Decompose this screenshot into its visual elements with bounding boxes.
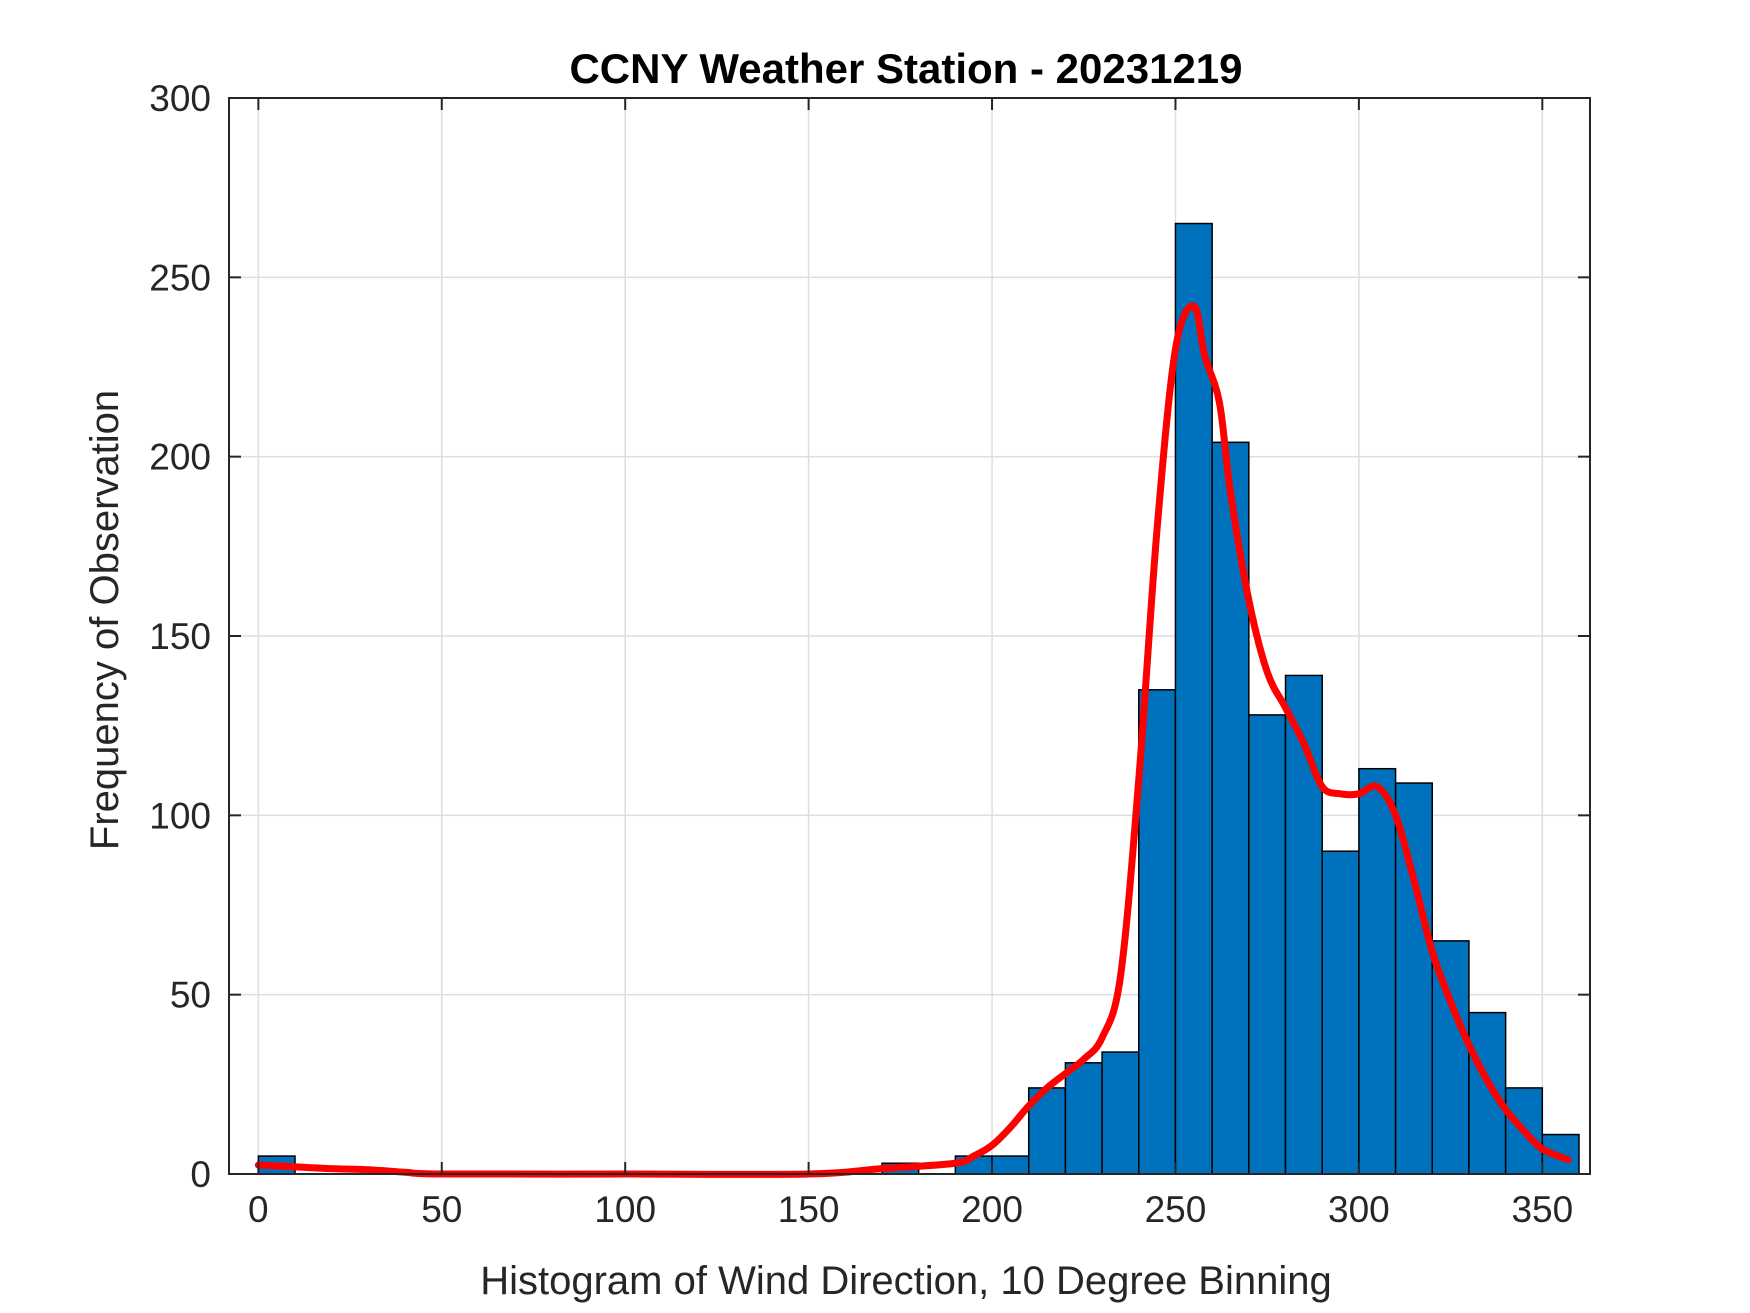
y-tick-label: 250: [149, 257, 211, 298]
y-tick-label: 100: [149, 795, 211, 836]
x-tick-label: 50: [421, 1189, 462, 1230]
y-tick-label: 300: [149, 78, 211, 119]
axis-ticks: 0 50 100 150 200 250 300 350 0 50 100 150 200 250 300: [149, 78, 1590, 1230]
histogram-bar: [991, 1155, 1030, 1175]
histogram-bar: [1358, 767, 1397, 1175]
histogram-bars: [257, 222, 1580, 1175]
x-tick-label: 100: [594, 1189, 656, 1230]
histogram-bar: [1064, 1062, 1103, 1175]
histogram-bar: [1321, 850, 1360, 1175]
x-tick-label: 350: [1511, 1189, 1573, 1230]
x-tick-label: 300: [1328, 1189, 1390, 1230]
chart-title: CCNY Weather Station - 20231219: [569, 45, 1242, 92]
x-tick-label: 250: [1145, 1189, 1207, 1230]
histogram-bar: [1138, 689, 1177, 1175]
y-tick-label: 150: [149, 616, 211, 657]
y-tick-label: 0: [190, 1154, 211, 1195]
y-tick-label: 200: [149, 437, 211, 478]
histogram-bar: [1248, 714, 1287, 1175]
x-tick-label: 150: [778, 1189, 840, 1230]
x-tick-label: 200: [961, 1189, 1023, 1230]
y-tick-label: 50: [170, 975, 211, 1016]
x-axis-label: Histogram of Wind Direction, 10 Degree B…: [480, 1259, 1332, 1303]
histogram-bar: [1284, 674, 1323, 1175]
histogram-bar: [1394, 782, 1434, 1175]
y-axis-label: Frequency of Observation: [83, 390, 127, 850]
histogram-bar: [1468, 1011, 1507, 1175]
x-tick-label: 0: [248, 1189, 269, 1230]
histogram-bar: [1101, 1051, 1140, 1175]
